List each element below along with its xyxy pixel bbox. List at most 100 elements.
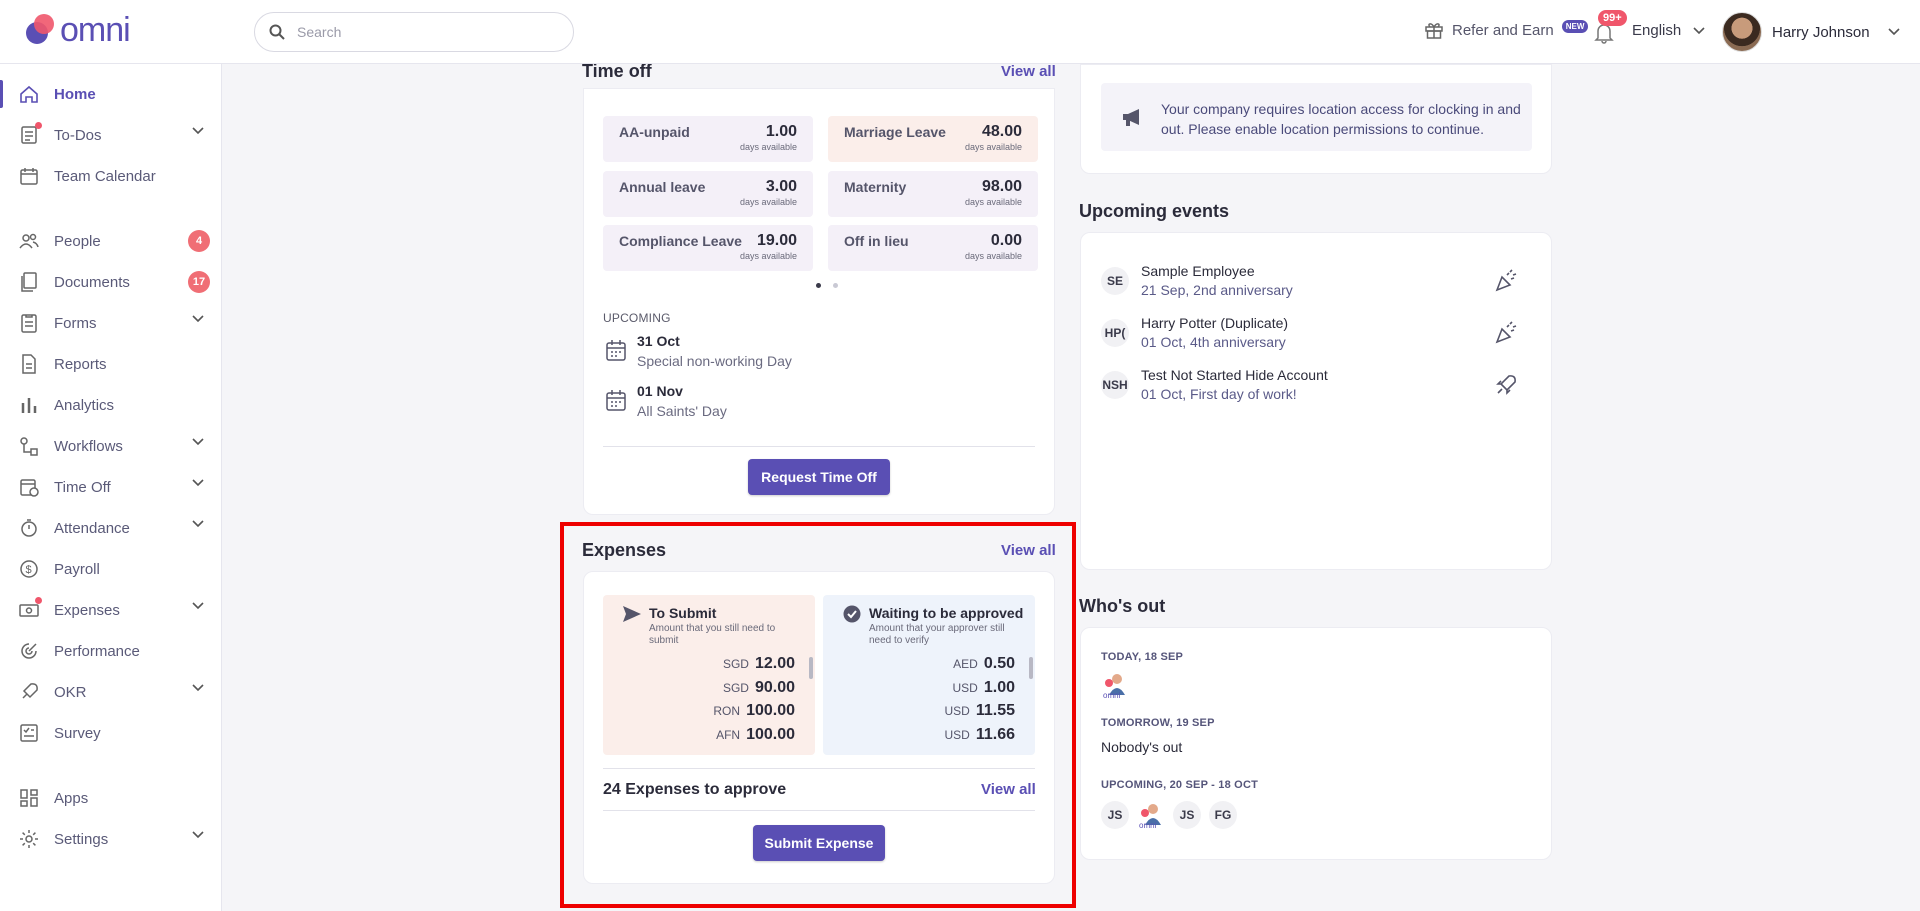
sidebar-item-to-dos[interactable]: To-Dos — [0, 117, 222, 153]
avatar[interactable]: FG — [1209, 801, 1237, 829]
sidebar-item-home[interactable]: Home — [0, 76, 222, 112]
avatar: NSH — [1101, 371, 1129, 399]
carousel-dots[interactable] — [816, 283, 838, 288]
expenses-title: Expenses — [582, 540, 667, 560]
avatar: HP( — [1101, 319, 1129, 347]
new-badge: NEW — [1561, 19, 1589, 33]
amount-value: 100.00 — [746, 725, 795, 743]
chevron-down-icon — [1887, 28, 1900, 36]
divider — [603, 810, 1035, 811]
sidebar-item-workflows[interactable]: Workflows — [0, 428, 222, 464]
chevron-down-icon[interactable] — [192, 520, 204, 528]
svg-text:omni: omni — [1139, 821, 1157, 829]
workflow-icon — [18, 435, 40, 457]
waiting-list[interactable]: AED 0.50 USD 1.00 USD 11.55 USD 11.66 — [945, 655, 1016, 749]
scrollbar[interactable] — [1029, 657, 1033, 679]
upcoming-event-item[interactable]: HP(Harry Potter (Duplicate) 01 Oct, 4th a… — [1101, 315, 1288, 350]
upcoming-holiday-item: 31 Oct Special non-working Day — [603, 333, 792, 369]
omni-avatar-icon[interactable]: omni — [1137, 801, 1165, 829]
upcoming-out-label: UPCOMING, 20 SEP - 18 OCT — [1101, 779, 1259, 791]
sidebar-item-attendance[interactable]: Attendance — [0, 510, 222, 546]
submit-expense-button[interactable]: Submit Expense — [753, 825, 885, 861]
request-time-off-button[interactable]: Request Time Off — [748, 459, 890, 495]
sidebar-item-payroll[interactable]: $ Payroll — [0, 551, 222, 587]
chevron-down-icon[interactable] — [192, 831, 204, 839]
expense-amount-row: USD 1.00 — [945, 679, 1015, 703]
sidebar-item-team-calendar[interactable]: Team Calendar — [0, 158, 222, 194]
to-submit-title: To Submit — [649, 605, 717, 621]
expenses-view-all-link[interactable]: View all — [1001, 542, 1056, 559]
carousel-dot[interactable] — [816, 283, 821, 288]
sidebar-item-forms[interactable]: Forms — [0, 305, 222, 341]
avatar[interactable]: JS — [1101, 801, 1129, 829]
carousel-dot[interactable] — [833, 283, 838, 288]
leave-balance-tile[interactable]: Annual leave 3.00 days available — [603, 171, 813, 217]
chevron-down-icon[interactable] — [192, 602, 204, 610]
leave-balance-value: 98.00 — [981, 178, 1022, 195]
check-circle-icon — [843, 605, 861, 623]
notifications-button[interactable] — [1594, 22, 1614, 49]
logo-text: omni — [60, 11, 131, 49]
refer-and-earn-link[interactable]: Refer and Earn NEW — [1424, 19, 1589, 40]
sidebar-item-people[interactable]: People 4 — [0, 223, 222, 259]
sidebar-item-performance[interactable]: Performance — [0, 633, 222, 669]
sidebar-item-analytics[interactable]: Analytics — [0, 387, 222, 423]
amount-value: 12.00 — [754, 655, 795, 672]
sidebar-item-label: Survey — [54, 724, 101, 742]
leave-balance-tile[interactable]: AA-unpaid 1.00 days available — [603, 116, 813, 162]
upcoming-event-item[interactable]: NSH Test Not Started Hide Account 01 Oct, … — [1101, 367, 1328, 402]
sidebar-item-time-off[interactable]: Time Off — [0, 469, 222, 505]
omni-avatar-icon[interactable]: omni — [1101, 671, 1129, 699]
leave-balance-tile[interactable]: Maternity 98.00 days available — [828, 171, 1038, 217]
omni-logo[interactable]: omni — [22, 11, 131, 49]
sidebar-item-documents[interactable]: Documents 17 — [0, 264, 222, 300]
calendar-icon — [606, 340, 626, 361]
sidebar-item-label: Apps — [54, 789, 89, 807]
upcoming-event-item[interactable]: SE Sample Employee 21 Sep, 2nd anniversary — [1101, 263, 1293, 298]
approve-view-all-link[interactable]: View all — [981, 781, 1036, 798]
currency-code: AFN — [716, 727, 741, 742]
sidebar-item-label: Workflows — [54, 437, 123, 455]
sidebar-item-survey[interactable]: Survey — [0, 715, 222, 751]
chevron-down-icon[interactable] — [192, 684, 204, 692]
leave-balance-tile[interactable]: Compliance Leave 19.00 days available — [603, 225, 813, 271]
leave-balance-tile[interactable]: Off in lieu 0.00 days available — [828, 225, 1038, 271]
to-submit-list[interactable]: SGD 12.00 SGD 90.00 RON 100.00 AFN 100.00 — [713, 655, 795, 749]
expense-amount-row: RON 100.00 — [713, 702, 795, 726]
whos-out-title: Who's out — [1079, 596, 1166, 616]
leave-balance-tile[interactable]: Marriage Leave 48.00 days available — [828, 116, 1038, 162]
party-popper-icon[interactable] — [1494, 321, 1518, 350]
avatar[interactable]: JS — [1173, 801, 1201, 829]
user-menu[interactable]: Harry Johnson — [1722, 12, 1900, 52]
leave-type-name: Maternity — [844, 179, 907, 195]
sidebar-item-expenses[interactable]: Expenses — [0, 592, 222, 628]
sidebar-item-okr[interactable]: OKR — [0, 674, 222, 710]
sidebar-item-label: Time Off — [54, 478, 111, 496]
chevron-down-icon[interactable] — [192, 479, 204, 487]
chevron-down-icon[interactable] — [192, 127, 204, 135]
documents-icon — [18, 271, 40, 293]
language-select[interactable]: English — [1632, 22, 1705, 39]
people-icon — [18, 230, 40, 252]
leave-balance-value: 0.00 — [990, 232, 1022, 249]
chevron-down-icon[interactable] — [192, 315, 204, 323]
survey-icon — [18, 722, 40, 744]
rocket-icon[interactable] — [1494, 373, 1518, 402]
count-badge: 17 — [188, 271, 210, 293]
sidebar-item-apps[interactable]: Apps — [0, 780, 222, 816]
search-input[interactable] — [297, 24, 547, 40]
sidebar-item-label: Analytics — [54, 396, 115, 414]
timeoff-view-all-link[interactable]: View all — [1001, 63, 1056, 80]
sidebar-item-settings[interactable]: Settings — [0, 821, 222, 857]
event-person-name: Sample Employee — [1141, 263, 1255, 279]
form-icon — [18, 312, 40, 334]
avatar: SE — [1101, 267, 1129, 295]
sidebar-item-reports[interactable]: Reports — [0, 346, 222, 382]
party-popper-icon[interactable] — [1494, 269, 1518, 298]
holiday-name: Special non-working Day — [637, 353, 792, 369]
megaphone-icon — [1123, 109, 1139, 126]
leave-balance-value: 19.00 — [756, 232, 797, 249]
scrollbar[interactable] — [809, 657, 813, 679]
search-box[interactable] — [254, 12, 574, 52]
chevron-down-icon[interactable] — [192, 438, 204, 446]
